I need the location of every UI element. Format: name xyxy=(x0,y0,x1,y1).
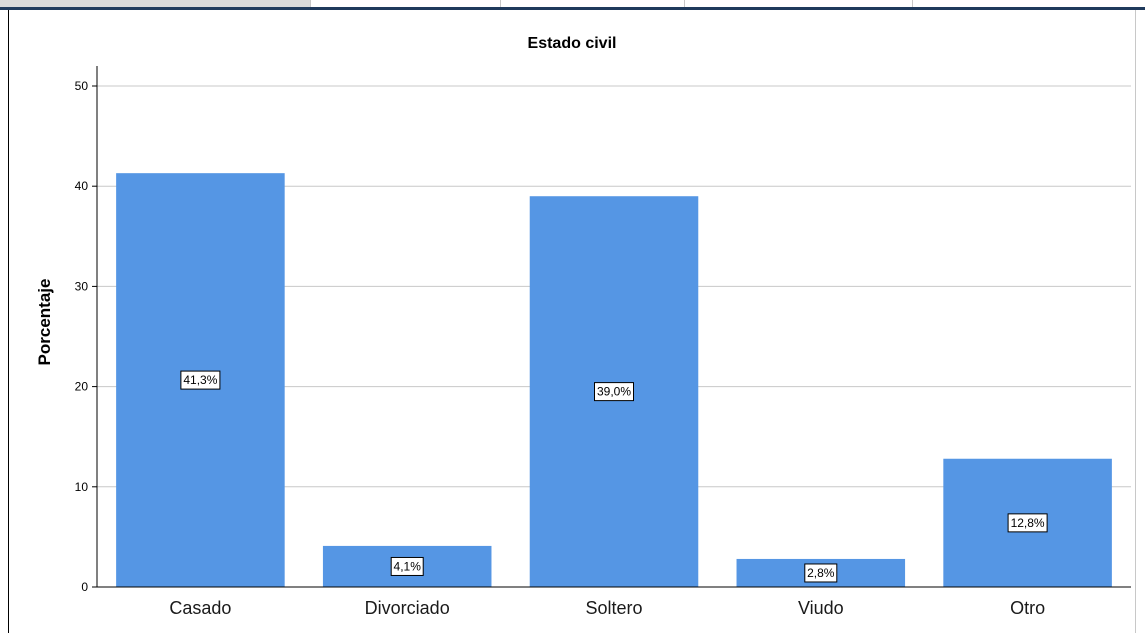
x-category-label: Divorciado xyxy=(365,598,450,618)
top-strip xyxy=(0,0,1145,10)
y-tick-label: 50 xyxy=(75,79,89,93)
right-border xyxy=(1135,10,1136,633)
data-label: 2,8% xyxy=(807,566,835,580)
y-tick-label: 0 xyxy=(81,580,88,594)
top-strip-segment xyxy=(0,0,311,7)
data-label-box xyxy=(804,563,838,583)
data-label: 12,8% xyxy=(1011,516,1045,530)
x-category-label: Soltero xyxy=(585,598,642,618)
x-category-label: Casado xyxy=(169,598,231,618)
y-tick-label: 20 xyxy=(75,380,89,394)
y-tick-label: 40 xyxy=(75,179,89,193)
data-label-box xyxy=(390,556,424,576)
data-label-box xyxy=(1007,513,1048,533)
data-label-box xyxy=(180,370,221,390)
axes xyxy=(96,65,1131,588)
x-category-label: Viudo xyxy=(798,598,844,618)
left-border xyxy=(8,10,9,633)
x-category-labels: Casado Divorciado Soltero Viudo Otro xyxy=(169,598,1045,618)
top-strip-segment xyxy=(684,0,913,7)
data-label-box xyxy=(594,382,634,402)
y-tick-labels: 0 10 20 30 40 50 xyxy=(75,79,97,594)
y-tick-label: 10 xyxy=(75,480,89,494)
bars xyxy=(116,173,1112,587)
data-label: 4,1% xyxy=(394,559,422,573)
data-label: 41,3% xyxy=(183,373,217,387)
data-label: 39,0% xyxy=(597,385,631,399)
y-axis-label: Porcentaje xyxy=(35,279,54,366)
x-category-label: Otro xyxy=(1010,598,1045,618)
top-strip-segment xyxy=(310,0,501,7)
top-strip-segment xyxy=(500,0,685,7)
data-labels: 41,3% 4,1% 39,0% 2,8% 12,8% xyxy=(180,370,1048,583)
chart-title: Estado civil xyxy=(528,35,617,52)
y-tick-label: 30 xyxy=(75,279,89,293)
top-border xyxy=(0,7,1145,10)
